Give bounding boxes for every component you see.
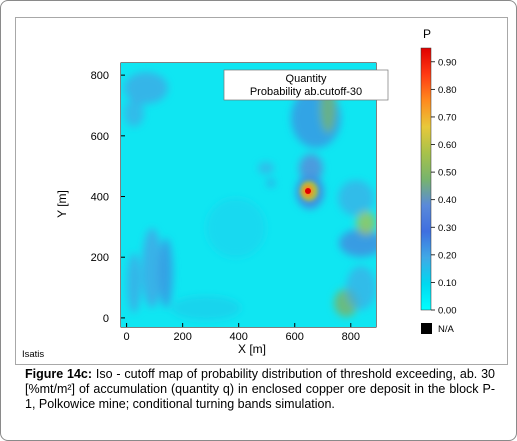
colorbar-tick-label: 0.20 — [438, 250, 457, 261]
map-texture — [124, 72, 376, 320]
colorbar-tick-label: 0.30 — [438, 223, 457, 234]
colorbar-tick-label: 0.80 — [438, 85, 457, 96]
figure-caption: Figure 14c: Iso - cutoff map of probabil… — [25, 367, 495, 412]
y-axis: 0 200 400 600 800 — [91, 70, 125, 325]
colorbar-tick-label: 0.00 — [438, 306, 457, 317]
probability-map: Quantity Probability ab.cutoff-30 0 200 40… — [22, 27, 457, 360]
x-tick-label: 0 — [124, 331, 130, 343]
colorbar: P 0.00 0.10 0.20 0.30 0.40 0.50 0.60 0.70 0.80 0.… — [420, 27, 457, 335]
x-axis: 0 200 400 600 800 — [124, 323, 360, 343]
y-axis-title: Y [m] — [55, 190, 69, 218]
na-label: N/A — [438, 324, 455, 335]
x-tick-label: 400 — [230, 331, 248, 343]
colorbar-gradient — [420, 47, 432, 311]
y-tick-label: 800 — [91, 70, 109, 82]
x-tick-label: 600 — [286, 331, 304, 343]
figure-panel: Quantity Probability ab.cutoff-30 0 200 40… — [15, 17, 508, 365]
colorbar-tick-label: 0.40 — [438, 195, 457, 206]
hotspot-group — [296, 175, 324, 209]
x-axis-title: X [m] — [238, 342, 266, 356]
colorbar-tick-label: 0.50 — [438, 168, 457, 179]
hotspot-core — [305, 188, 311, 194]
x-tick-label: 200 — [173, 331, 191, 343]
map-title-line-1: Quantity — [286, 73, 327, 85]
software-label: Isatis — [22, 349, 44, 360]
caption-text: Iso - cutoff map of probability distribu… — [25, 367, 496, 411]
y-tick-label: 0 — [103, 313, 109, 325]
y-tick-label: 600 — [91, 131, 109, 143]
map-field — [121, 63, 376, 327]
x-tick-label: 800 — [342, 331, 360, 343]
colorbar-tick-label: 0.60 — [438, 140, 457, 151]
caption-label: Figure 14c: — [25, 367, 93, 381]
y-tick-label: 400 — [91, 192, 109, 204]
y-tick-label: 200 — [91, 252, 109, 264]
na-swatch — [421, 323, 432, 334]
map-title-line-2: Probability ab.cutoff-30 — [250, 86, 362, 98]
map-title-box: Quantity Probability ab.cutoff-30 — [223, 69, 389, 101]
colorbar-tick-label: 0.10 — [438, 278, 457, 289]
colorbar-tick-label: 0.70 — [438, 112, 457, 123]
colorbar-title: P — [423, 27, 431, 41]
colorbar-tick-label: 0.90 — [438, 57, 457, 68]
